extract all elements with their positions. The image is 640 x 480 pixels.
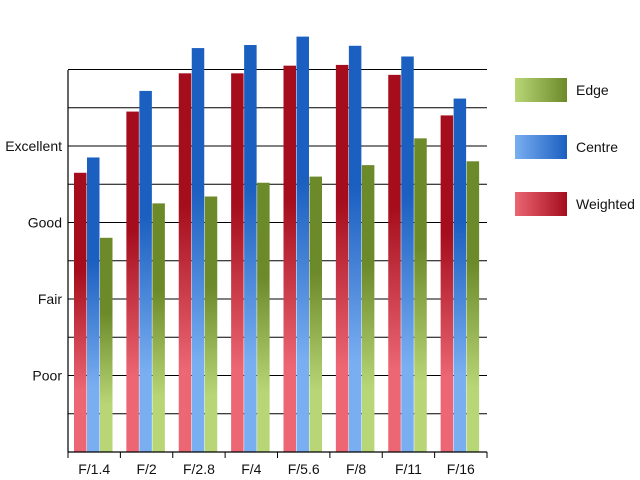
bar-weighted-F14 xyxy=(74,172,87,452)
bar-centre-F8 xyxy=(348,45,362,452)
bar-weighted-F8 xyxy=(335,64,349,452)
y-tick-label: Good xyxy=(28,215,62,231)
y-tick-label: Fair xyxy=(38,291,62,307)
bar-edge-F56 xyxy=(309,176,322,452)
bar-centre-F11 xyxy=(401,56,414,453)
bar-centre-F56 xyxy=(296,36,309,452)
y-tick-labels: Poor Fair Good Excellent xyxy=(5,138,62,384)
legend-label-weighted: Weighted xyxy=(576,196,635,212)
bar-edge-F2 xyxy=(152,203,165,452)
bar-edge-F11 xyxy=(414,138,427,452)
bar-edge-F16 xyxy=(466,161,480,453)
x-tick-label: F/5.6 xyxy=(288,461,320,477)
x-tick-label: F/2 xyxy=(136,461,156,477)
x-tick-label: F/1.4 xyxy=(78,461,110,477)
legend: Edge Centre Weighted xyxy=(515,78,635,216)
bar-edge-F8 xyxy=(361,165,375,452)
bar-edge-F14 xyxy=(100,237,113,452)
legend-swatch-edge xyxy=(515,78,567,102)
bar-weighted-F11 xyxy=(388,74,401,452)
x-tick-label: F/8 xyxy=(346,461,366,477)
axes xyxy=(67,70,488,458)
legend-swatch-centre xyxy=(515,135,567,159)
bar-centre-F4 xyxy=(244,45,257,453)
legend-label-centre: Centre xyxy=(576,139,618,155)
bar-centre-F16 xyxy=(453,98,467,452)
x-tick-label: F/11 xyxy=(395,461,422,477)
bar-weighted-F56 xyxy=(283,65,296,453)
y-tick-label: Poor xyxy=(32,368,62,384)
bar-weighted-F4 xyxy=(231,73,244,452)
y-tick-label: Excellent xyxy=(5,138,62,154)
legend-swatch-weighted xyxy=(515,192,567,216)
bars xyxy=(74,36,480,453)
x-tick-label: F/16 xyxy=(447,461,475,477)
bar-centre-F2 xyxy=(139,90,152,453)
bar-weighted-F16 xyxy=(440,115,454,453)
x-tick-label: F/4 xyxy=(241,461,261,477)
bar-edge-F28 xyxy=(204,196,218,452)
x-tick-label: F/2.8 xyxy=(183,461,215,477)
bar-centre-F28 xyxy=(191,48,205,453)
legend-label-edge: Edge xyxy=(576,82,609,98)
x-tick-labels: F/1.4 F/2 F/2.8 F/4 F/5.6 F/8 F/11 F/16 xyxy=(78,461,475,477)
bar-weighted-F28 xyxy=(178,73,192,452)
bar-edge-F4 xyxy=(257,182,270,452)
bar-centre-F14 xyxy=(87,157,100,452)
bar-weighted-F2 xyxy=(126,111,139,452)
